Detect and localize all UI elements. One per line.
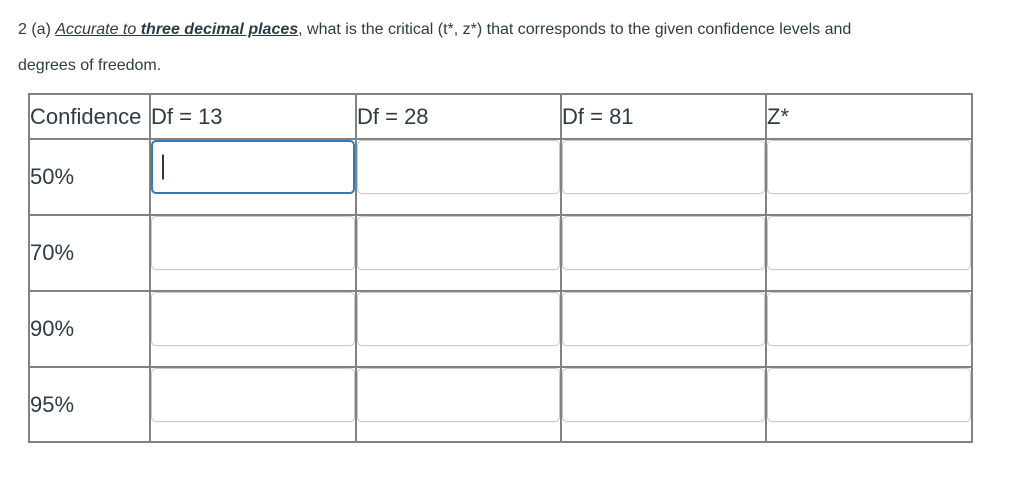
- answer-input-90-zstar[interactable]: [767, 292, 971, 346]
- answer-input-95-df13[interactable]: [151, 368, 355, 422]
- answer-input-90-df81[interactable]: [562, 292, 765, 346]
- answer-input-95-zstar[interactable]: [767, 368, 971, 422]
- answer-input-90-df13[interactable]: [151, 292, 355, 346]
- cell-90-zstar: [765, 290, 973, 368]
- cell-95-zstar: [765, 366, 973, 443]
- table-row-50: 50%: [28, 138, 973, 216]
- cell-50-df81: [560, 138, 767, 216]
- column-header-df13: Df = 13: [149, 93, 357, 140]
- cell-70-df13: [149, 214, 357, 292]
- row-label-50: 50%: [28, 138, 151, 216]
- answer-input-70-df13[interactable]: [151, 216, 355, 270]
- header-row: Confidence Df = 13 Df = 28 Df = 81 Z*: [28, 93, 973, 140]
- answer-input-50-df28[interactable]: [357, 140, 560, 194]
- answer-input-50-df81[interactable]: [562, 140, 765, 194]
- row-label-95: 95%: [28, 366, 151, 443]
- question-number: 2 (a): [18, 21, 56, 38]
- column-header-zstar: Z*: [765, 93, 973, 140]
- row-label-70: 70%: [28, 214, 151, 292]
- cell-50-zstar: [765, 138, 973, 216]
- cell-90-df81: [560, 290, 767, 368]
- answer-input-50-df13[interactable]: [151, 140, 355, 194]
- cell-95-df13: [149, 366, 357, 443]
- cell-70-zstar: [765, 214, 973, 292]
- question-body: , what is the critical (t*, z*) that cor…: [298, 21, 852, 38]
- answer-input-95-df28[interactable]: [357, 368, 560, 422]
- table-row-70: 70%: [28, 214, 973, 292]
- column-header-confidence: Confidence: [28, 93, 151, 140]
- cell-70-df81: [560, 214, 767, 292]
- question-emphasis-accurate: Accurate to: [55, 21, 141, 38]
- cell-95-df28: [355, 366, 562, 443]
- question-text: 2 (a) Accurate to three decimal places, …: [18, 12, 1006, 84]
- answer-table: Confidence Df = 13 Df = 28 Df = 81 Z* 50…: [28, 93, 973, 443]
- answer-input-50-zstar[interactable]: [767, 140, 971, 194]
- text-cursor: [162, 154, 164, 180]
- answer-input-90-df28[interactable]: [357, 292, 560, 346]
- cell-50-df13: [149, 138, 357, 216]
- row-label-90: 90%: [28, 290, 151, 368]
- cell-50-df28: [355, 138, 562, 216]
- cell-95-df81: [560, 366, 767, 443]
- table-row-90: 90%: [28, 290, 973, 368]
- cell-90-df13: [149, 290, 357, 368]
- question-line-1: 2 (a) Accurate to three decimal places, …: [18, 12, 1006, 48]
- column-header-df28: Df = 28: [355, 93, 562, 140]
- table-row-95: 95%: [28, 366, 973, 443]
- answer-input-70-df28[interactable]: [357, 216, 560, 270]
- answer-input-95-df81[interactable]: [562, 368, 765, 422]
- column-header-df81: Df = 81: [560, 93, 767, 140]
- question-line-2: degrees of freedom.: [18, 57, 162, 74]
- question-emphasis-decimal-places: three decimal places: [140, 21, 299, 38]
- answer-input-70-df81[interactable]: [562, 216, 765, 270]
- cell-70-df28: [355, 214, 562, 292]
- cell-90-df28: [355, 290, 562, 368]
- answer-input-70-zstar[interactable]: [767, 216, 971, 270]
